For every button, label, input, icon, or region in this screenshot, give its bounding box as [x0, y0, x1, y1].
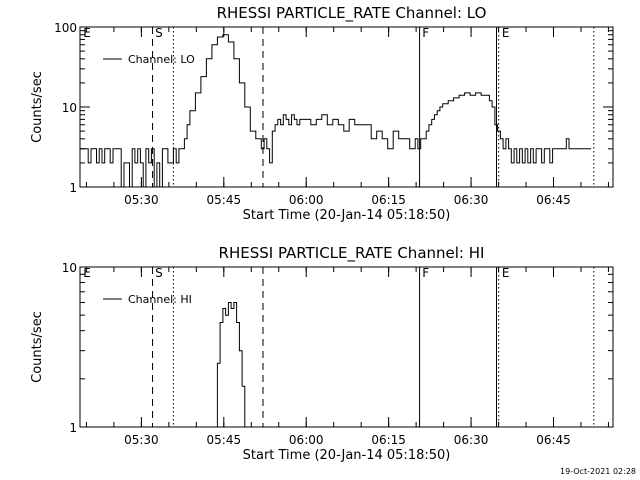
x-tick-label: 05:45 — [207, 433, 242, 447]
x-tick-label: 06:00 — [289, 193, 324, 207]
data-series-line — [214, 302, 246, 427]
hi-channel-panel: RHESSI PARTICLE_RATE Channel: HI E S F E Chan… — [30, 244, 614, 463]
lo-channel-panel: RHESSI PARTICLE_RATE Channel: LO E S F E Chan… — [30, 4, 614, 223]
y-axis-label: Counts/sec — [30, 71, 45, 143]
x-tick-label: 06:45 — [536, 193, 571, 207]
x-axis-label: Start Time (20-Jan-14 05:18:50) — [243, 448, 451, 463]
y-tick-label: 1 — [69, 181, 77, 195]
flag-label: E — [502, 266, 510, 280]
legend-label: Channel: LO — [128, 53, 195, 66]
data-series-line — [80, 34, 591, 187]
x-tick-label: 06:00 — [289, 433, 324, 447]
chart-title: RHESSI PARTICLE_RATE Channel: HI — [219, 244, 485, 263]
x-tick-label: 06:45 — [536, 433, 571, 447]
y-tick-label: 100 — [54, 21, 77, 35]
plot-frame — [79, 266, 614, 428]
x-tick-label: 06:30 — [454, 433, 489, 447]
x-axis-label: Start Time (20-Jan-14 05:18:50) — [243, 208, 451, 223]
x-tick-label: 06:15 — [371, 193, 406, 207]
x-tick-label: 06:15 — [371, 433, 406, 447]
y-axis-label: Counts/sec — [30, 311, 45, 383]
flag-label: E — [83, 266, 91, 280]
y-tick-label: 10 — [62, 101, 77, 115]
flag-label: S — [155, 266, 163, 280]
legend-label: Channel: HI — [128, 293, 192, 306]
flag-label: S — [155, 26, 163, 40]
y-tick-label: 1 — [69, 421, 77, 435]
flag-label: E — [83, 26, 91, 40]
x-tick-label: 06:30 — [454, 193, 489, 207]
x-tick-label: 05:45 — [207, 193, 242, 207]
y-tick-label: 10 — [62, 261, 77, 275]
x-tick-label: 05:30 — [124, 433, 159, 447]
generation-timestamp: 19-Oct-2021 02:28 — [560, 467, 636, 476]
flag-label: E — [502, 26, 510, 40]
chart-title: RHESSI PARTICLE_RATE Channel: LO — [217, 4, 487, 23]
flag-label: F — [422, 26, 429, 40]
flag-label: F — [422, 266, 429, 280]
x-tick-label: 05:30 — [124, 193, 159, 207]
